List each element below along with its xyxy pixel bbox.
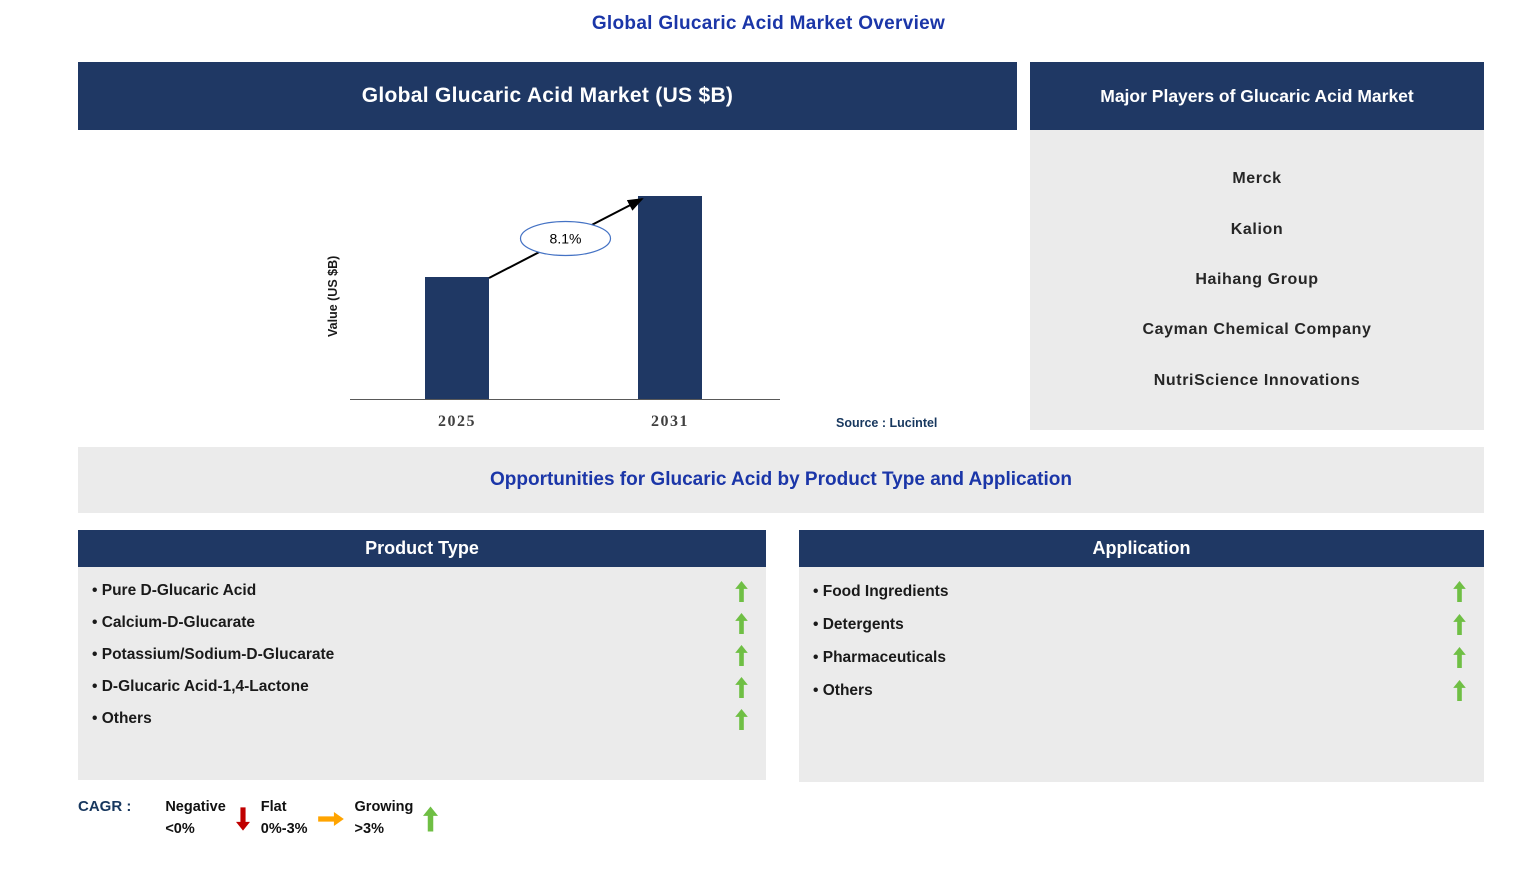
list-item: Haihang Group (1195, 270, 1319, 288)
up-arrow-icon (1453, 680, 1466, 701)
application-label: Others (813, 682, 873, 700)
list-item: Cayman Chemical Company (1142, 321, 1372, 339)
product-type-label: D-Glucaric Acid-1,4-Lactone (92, 678, 309, 696)
product-type-item: Others (92, 703, 748, 735)
product-type-item: Potassium/Sodium-D-Glucarate (92, 639, 748, 671)
up-arrow-icon (735, 612, 748, 634)
legend-negative-name: Negative (165, 799, 226, 815)
up-arrow-icon (423, 806, 439, 832)
application-item: Pharmaceuticals (813, 641, 1466, 674)
product-type-item: Pure D-Glucaric Acid (92, 575, 748, 607)
chart-panel-title: Global Glucaric Acid Market (US $B) (361, 84, 734, 107)
players-list: Merck Kalion Haihang Group Cayman Chemic… (1030, 130, 1484, 430)
product-type-label: Potassium/Sodium-D-Glucarate (92, 646, 335, 664)
down-arrow-icon (235, 807, 250, 831)
product-type-list: Pure D-Glucaric Acid Calcium-D-Glucarate… (78, 567, 766, 780)
growth-arrow: 8.1% (488, 198, 644, 279)
legend-negative-range: <0% (165, 820, 195, 837)
opportunities-heading: Opportunities for Glucaric Acid by Produ… (78, 447, 1484, 513)
cagr-label: CAGR : (78, 798, 132, 815)
product-type-title: Product Type (365, 538, 479, 558)
application-item: Detergents (813, 608, 1466, 641)
opportunities-title: Opportunities for Glucaric Acid by Produ… (489, 469, 1072, 490)
up-arrow-icon (735, 580, 748, 602)
source-note: Source : Lucintel (836, 416, 938, 430)
legend-growing-name: Growing (354, 799, 414, 815)
application-label: Food Ingredients (813, 583, 949, 601)
list-item: Kalion (1230, 220, 1284, 238)
product-type-item: D-Glucaric Acid-1,4-Lactone (92, 671, 748, 703)
application-label: Pharmaceuticals (813, 649, 946, 667)
up-arrow-icon (1453, 647, 1466, 668)
up-arrow-icon (735, 708, 748, 730)
application-title: Application (1092, 538, 1191, 558)
product-type-label: Others (92, 710, 152, 728)
application-panel: Application Food Ingredients Detergents … (799, 530, 1484, 782)
legend-flat-range: 0%-3% (260, 820, 308, 837)
legend-item-negative: Negative <0% (165, 797, 250, 841)
application-item: Food Ingredients (813, 575, 1466, 608)
product-type-item: Calcium-D-Glucarate (92, 607, 748, 639)
y-axis-label: Value (US $B) (326, 255, 340, 337)
product-type-label: Calcium-D-Glucarate (92, 614, 255, 632)
up-arrow-icon (1453, 614, 1466, 635)
chart-body: Value (US $B) 8.1% 2025 2031 Source : Lu… (78, 130, 1017, 445)
x-tick-2031: 2031 (651, 413, 689, 430)
up-arrow-icon (735, 644, 748, 666)
bar-2031 (638, 196, 702, 399)
application-header: Application (799, 530, 1484, 567)
chart-panel-header: Global Glucaric Acid Market (US $B) (78, 62, 1017, 130)
product-type-header: Product Type (78, 530, 766, 567)
list-item: Merck (1232, 170, 1282, 188)
application-item: Others (813, 674, 1466, 707)
bar-chart: 8.1% (350, 192, 780, 400)
players-panel: Major Players of Glucaric Acid Market Me… (1030, 62, 1484, 430)
cagr-legend: CAGR : Negative <0% Flat 0%-3% Growing >… (78, 797, 449, 841)
cagr-callout-value: 8.1% (550, 231, 582, 247)
application-list: Food Ingredients Detergents Pharmaceutic… (799, 567, 1484, 782)
right-arrow-icon (317, 811, 344, 826)
x-tick-2025: 2025 (438, 413, 476, 430)
players-panel-title: Major Players of Glucaric Acid Market (1100, 85, 1414, 106)
bar-2025 (425, 277, 489, 399)
legend-flat-name: Flat (260, 799, 287, 815)
up-arrow-icon (1453, 581, 1466, 602)
application-label: Detergents (813, 616, 904, 634)
legend-item-flat: Flat 0%-3% (261, 797, 344, 841)
players-panel-header: Major Players of Glucaric Acid Market (1030, 62, 1484, 130)
product-type-panel: Product Type Pure D-Glucaric Acid Calciu… (78, 530, 766, 780)
list-item: NutriScience Innovations (1153, 371, 1361, 389)
legend-growing-range: >3% (354, 820, 384, 837)
product-type-label: Pure D-Glucaric Acid (92, 582, 256, 600)
legend-item-growing: Growing >3% (355, 797, 439, 841)
page-title: Global Glucaric Acid Market Overview (591, 13, 946, 34)
up-arrow-icon (735, 676, 748, 698)
market-chart-panel: Global Glucaric Acid Market (US $B) Valu… (78, 62, 1017, 445)
cagr-callout (519, 220, 612, 257)
